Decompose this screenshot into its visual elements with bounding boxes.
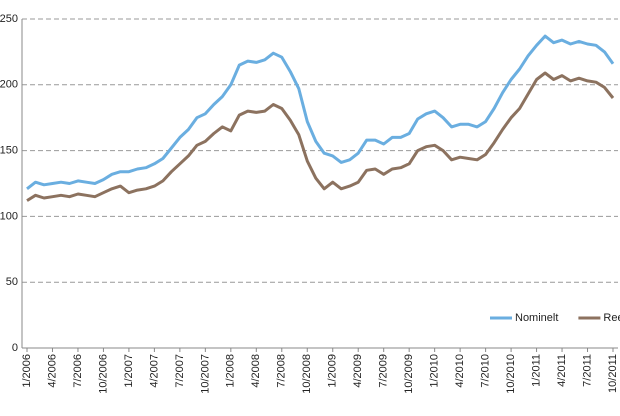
- x-tick-label: 1/2007: [123, 354, 135, 388]
- x-tick-label: 1/2010: [429, 354, 441, 388]
- x-tick-label: 7/2011: [581, 354, 593, 387]
- x-tick-label: 4/2011: [556, 354, 568, 387]
- x-tick-label: 4/2008: [250, 354, 262, 388]
- x-tick-label: 10/2006: [97, 354, 109, 394]
- x-tick-label: 7/2009: [378, 354, 390, 388]
- x-tick-label: 10/2009: [403, 354, 415, 394]
- legend-label: Nominelt: [515, 312, 558, 324]
- x-tick-label: 7/2006: [72, 354, 84, 388]
- y-tick-label: 250: [0, 13, 18, 25]
- x-tick-label: 1/2008: [225, 354, 237, 388]
- legend-label: Reelt: [603, 312, 620, 324]
- x-tick-label: 7/2008: [276, 354, 288, 388]
- x-tick-label: 10/2011: [607, 354, 619, 393]
- x-tick-label: 1/2006: [21, 354, 33, 388]
- x-tick-label: 1/2009: [327, 354, 339, 388]
- y-tick-label: 0: [12, 342, 18, 354]
- x-tick-label: 4/2006: [46, 354, 58, 388]
- x-tick-label: 7/2007: [174, 354, 186, 388]
- x-tick-label: 10/2010: [505, 354, 517, 394]
- y-tick-label: 200: [0, 79, 18, 91]
- x-tick-label: 7/2010: [480, 354, 492, 388]
- x-tick-label: 4/2010: [454, 354, 466, 388]
- x-tick-label: 10/2007: [199, 354, 211, 394]
- x-tick-label: 4/2009: [352, 354, 364, 388]
- y-tick-label: 100: [0, 210, 18, 222]
- x-tick-label: 1/2011: [530, 354, 542, 387]
- series-line: [26, 71, 615, 202]
- x-tick-label: 10/2008: [301, 354, 313, 394]
- y-tick-label: 50: [6, 276, 18, 288]
- y-tick-label: 150: [0, 145, 18, 157]
- series-line: [26, 34, 615, 190]
- x-tick-label: 4/2007: [148, 354, 160, 388]
